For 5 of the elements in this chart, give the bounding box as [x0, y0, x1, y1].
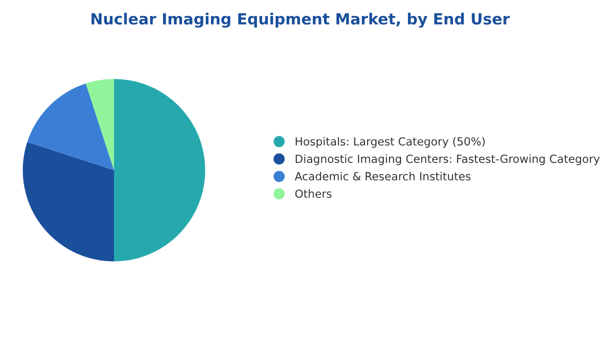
chart-title: Nuclear Imaging Equipment Market, by End User [92, 12, 510, 28]
legend-label: Others [295, 189, 332, 198]
legend-label: Hospitals: Largest Category (50%) [296, 136, 485, 148]
legend-label: Academic & Research Institutes [294, 172, 471, 180]
legend-label: Diagnostic Imaging Centers: Fastest-Growing Category [296, 154, 600, 166]
